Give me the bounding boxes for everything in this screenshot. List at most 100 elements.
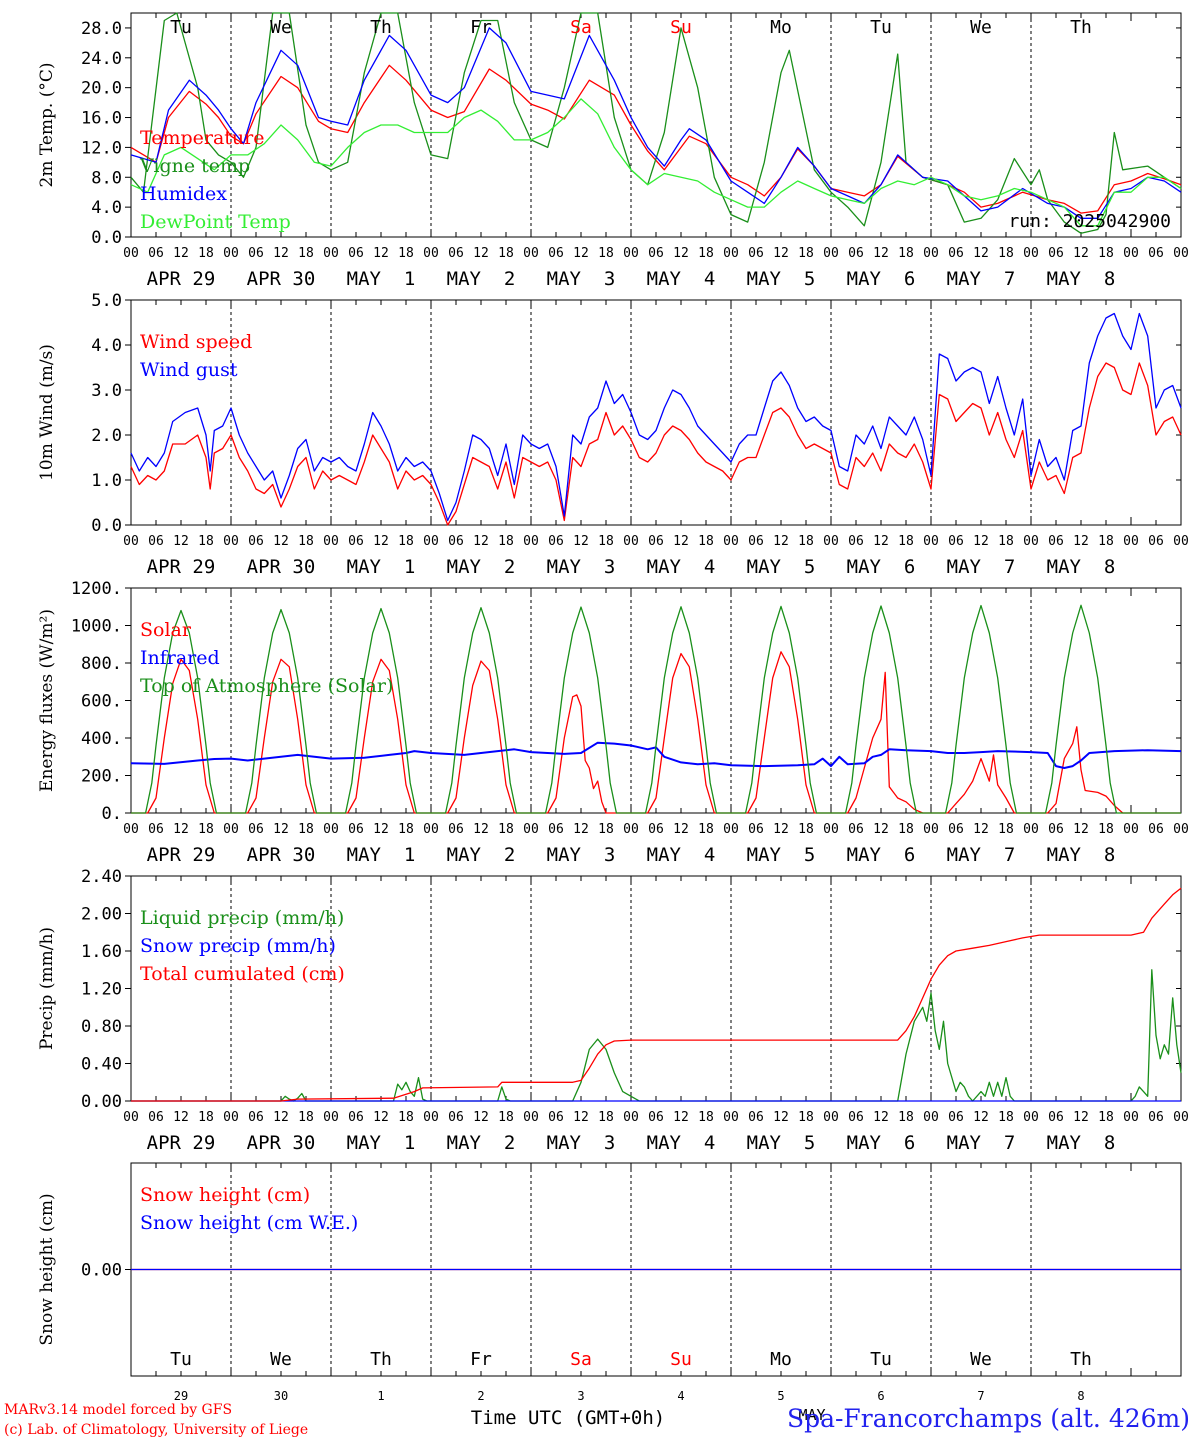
date-label: MAY 8 — [1047, 268, 1116, 290]
hour-tick-label: 18 — [598, 1110, 614, 1125]
hour-tick-label: 00 — [323, 534, 339, 549]
y-tick-label: 2.00 — [81, 905, 122, 925]
y-tick-label: 2.0 — [91, 426, 122, 446]
hour-tick-label: 12 — [373, 1110, 389, 1125]
model-credit: MARv3.14 model forced by GFS — [4, 1402, 232, 1418]
y-axis-label: Precip (mm/h) — [37, 927, 57, 1050]
hour-tick-label: 00 — [1123, 1110, 1139, 1125]
hour-tick-label: 06 — [848, 534, 864, 549]
date-label: APR 29 — [147, 556, 216, 578]
series-line-solar — [131, 651, 1181, 814]
hour-tick-label: 00 — [1173, 1110, 1189, 1125]
hour-tick-label: 00 — [123, 534, 139, 549]
hour-tick-label: 06 — [448, 246, 464, 261]
hour-tick-label: 00 — [923, 1110, 939, 1125]
legend-entry: Top of Atmosphere (Solar) — [140, 675, 393, 697]
date-label: MAY 6 — [847, 556, 916, 578]
hour-tick-label: 12 — [273, 1110, 289, 1125]
y-tick-label: 28.0 — [81, 19, 122, 39]
run-label: run: 2025042900 — [1008, 211, 1171, 232]
series-line-wind-speed — [130, 362, 1182, 526]
hour-tick-label: 12 — [873, 1110, 889, 1125]
hour-tick-label: 00 — [1023, 1110, 1039, 1125]
hour-tick-label: 06 — [348, 1110, 364, 1125]
hour-tick-label: 12 — [273, 246, 289, 261]
day-number-label: 5 — [777, 1389, 784, 1403]
hour-tick-label: 06 — [748, 822, 764, 837]
hour-tick-label: 18 — [798, 1110, 814, 1125]
hour-tick-label: 18 — [998, 822, 1014, 837]
day-of-week-label: Th — [370, 1349, 392, 1370]
hour-tick-label: 06 — [348, 534, 364, 549]
date-label: MAY 1 — [347, 556, 416, 578]
y-tick-label: 1.0 — [91, 471, 122, 491]
y-tick-label: 24.0 — [81, 49, 122, 69]
hour-tick-label: 00 — [823, 534, 839, 549]
day-of-week-label: Mo — [770, 17, 792, 38]
hour-tick-label: 12 — [873, 246, 889, 261]
legend-entry: Snow height (cm W.E.) — [140, 1212, 358, 1234]
legend-entry: Wind gust — [140, 359, 238, 381]
hour-tick-label: 18 — [198, 1110, 214, 1125]
date-label: MAY 5 — [747, 844, 816, 866]
panel-precip: 0.00 0.40 0.80 1.20 1.60 2.00 2.40 Precip (mm/h… — [37, 867, 1189, 1154]
y-tick-label: 2.40 — [81, 867, 122, 887]
hour-tick-label: 18 — [598, 534, 614, 549]
date-label: MAY 5 — [747, 268, 816, 290]
hour-tick-label: 00 — [323, 822, 339, 837]
hour-tick-label: 18 — [898, 246, 914, 261]
hour-tick-label: 06 — [148, 1110, 164, 1125]
hour-tick-label: 12 — [373, 246, 389, 261]
hour-tick-label: 12 — [773, 534, 789, 549]
hour-tick-label: 18 — [998, 1110, 1014, 1125]
hour-tick-label: 00 — [423, 246, 439, 261]
date-label: APR 30 — [247, 1132, 316, 1154]
hour-tick-label: 00 — [1023, 534, 1039, 549]
hour-tick-label: 06 — [848, 1110, 864, 1125]
hour-tick-label: 06 — [1148, 534, 1164, 549]
date-label: MAY 3 — [547, 268, 616, 290]
hour-tick-label: 06 — [548, 822, 564, 837]
date-label: MAY 8 — [1047, 1132, 1116, 1154]
day-of-week-label: Fr — [470, 1349, 492, 1370]
date-label: MAY 2 — [447, 556, 516, 578]
hour-tick-label: 00 — [223, 822, 239, 837]
hour-tick-label: 12 — [773, 246, 789, 261]
hour-tick-label: 00 — [223, 246, 239, 261]
date-label: MAY 7 — [947, 556, 1016, 578]
hour-tick-label: 06 — [1148, 246, 1164, 261]
legend-entry: Wind speed — [140, 331, 252, 353]
date-label: MAY 6 — [847, 1132, 916, 1154]
hour-tick-label: 06 — [1048, 822, 1064, 837]
hour-tick-label: 12 — [173, 822, 189, 837]
hour-tick-label: 06 — [648, 822, 664, 837]
hour-tick-label: 00 — [723, 822, 739, 837]
date-label: MAY 6 — [847, 844, 916, 866]
hour-tick-label: 18 — [398, 246, 414, 261]
hour-tick-label: 12 — [573, 822, 589, 837]
y-tick-label: 800. — [81, 654, 122, 674]
date-label: MAY 2 — [447, 844, 516, 866]
day-number-label: 29 — [174, 1389, 188, 1403]
y-tick-label: 200. — [81, 767, 122, 787]
hour-tick-label: 06 — [648, 1110, 664, 1125]
day-number-label: 30 — [274, 1389, 288, 1403]
y-tick-label: 4.0 — [91, 336, 122, 356]
y-tick-label: 3.0 — [91, 381, 122, 401]
hour-tick-label: 18 — [398, 822, 414, 837]
hour-tick-label: 06 — [648, 534, 664, 549]
hour-tick-label: 18 — [698, 246, 714, 261]
hour-tick-label: 06 — [1148, 822, 1164, 837]
day-number-label: 2 — [477, 1389, 484, 1403]
day-of-week-label: Th — [370, 17, 392, 38]
hour-tick-label: 06 — [748, 534, 764, 549]
day-of-week-label: Fr — [470, 17, 492, 38]
hour-tick-label: 18 — [898, 822, 914, 837]
hour-tick-label: 06 — [548, 1110, 564, 1125]
hour-tick-label: 00 — [723, 246, 739, 261]
hour-tick-label: 06 — [548, 534, 564, 549]
hour-tick-label: 12 — [573, 534, 589, 549]
hour-tick-label: 00 — [923, 534, 939, 549]
hour-tick-label: 18 — [198, 246, 214, 261]
